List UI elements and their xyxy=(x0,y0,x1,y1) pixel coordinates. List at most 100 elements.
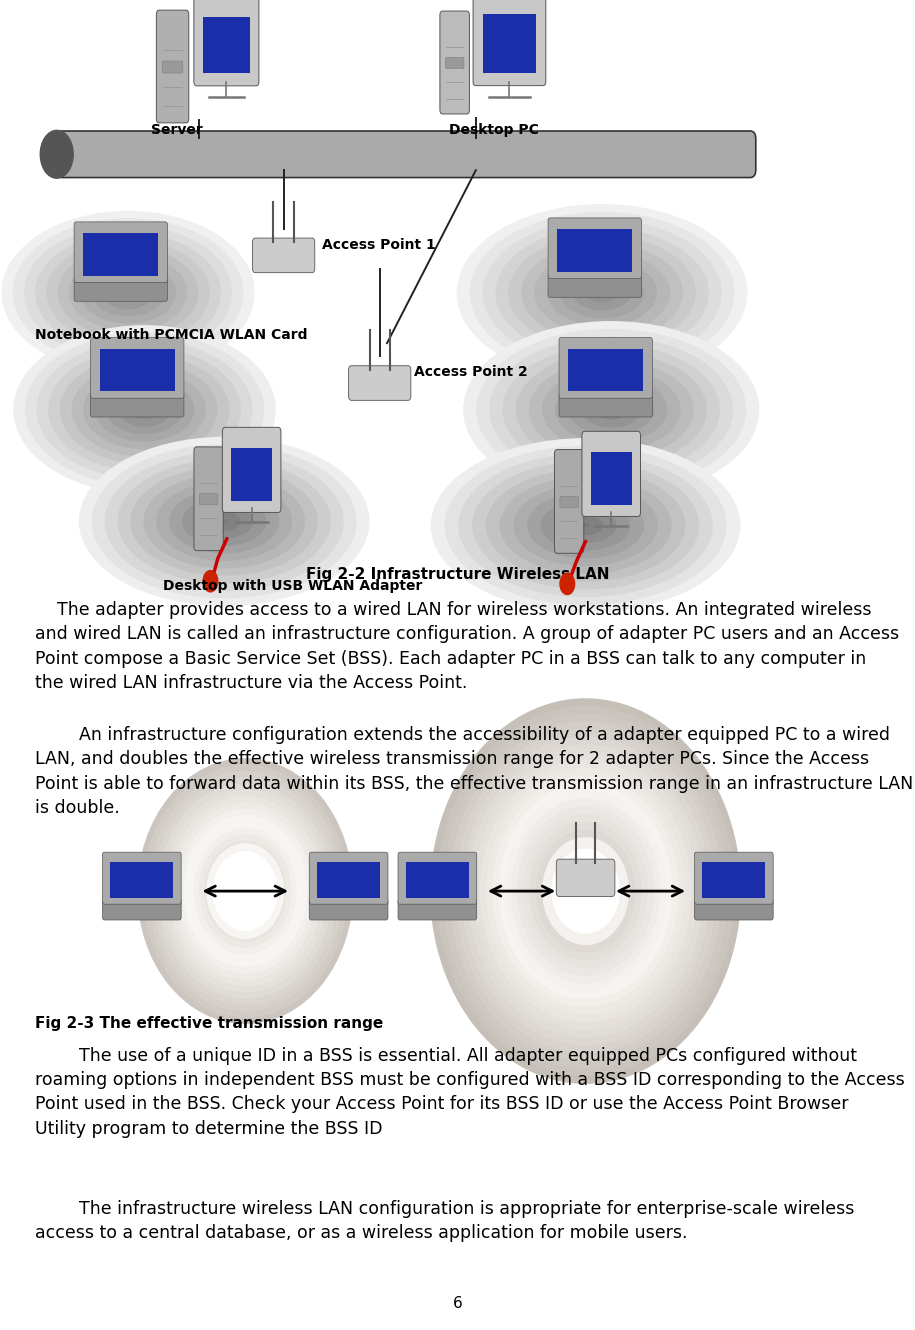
Circle shape xyxy=(203,571,218,592)
Ellipse shape xyxy=(79,436,370,606)
FancyBboxPatch shape xyxy=(349,366,411,400)
Text: The use of a unique ID in a BSS is essential. All adapter equipped PCs configure: The use of a unique ID in a BSS is essen… xyxy=(35,1047,905,1137)
Ellipse shape xyxy=(492,775,679,1007)
Ellipse shape xyxy=(529,360,694,459)
FancyBboxPatch shape xyxy=(162,61,183,73)
Bar xyxy=(100,348,175,391)
Circle shape xyxy=(560,573,575,595)
Ellipse shape xyxy=(157,783,333,999)
FancyBboxPatch shape xyxy=(440,11,469,114)
Ellipse shape xyxy=(221,519,228,524)
Ellipse shape xyxy=(552,849,619,934)
FancyBboxPatch shape xyxy=(57,130,756,177)
Ellipse shape xyxy=(104,452,344,591)
Ellipse shape xyxy=(573,875,598,907)
Text: An infrastructure configuration extends the accessibility of a adapter equipped : An infrastructure configuration extends … xyxy=(35,726,913,817)
Ellipse shape xyxy=(137,758,353,1024)
FancyBboxPatch shape xyxy=(102,899,181,920)
Ellipse shape xyxy=(143,765,348,1017)
Ellipse shape xyxy=(461,737,710,1045)
FancyBboxPatch shape xyxy=(548,273,641,298)
Ellipse shape xyxy=(561,861,610,922)
Ellipse shape xyxy=(463,321,759,499)
Ellipse shape xyxy=(156,481,292,561)
Ellipse shape xyxy=(486,469,685,581)
Ellipse shape xyxy=(508,235,696,350)
Ellipse shape xyxy=(24,225,232,360)
Ellipse shape xyxy=(214,853,276,930)
Ellipse shape xyxy=(536,830,635,952)
FancyBboxPatch shape xyxy=(556,859,615,896)
Ellipse shape xyxy=(595,399,628,420)
Bar xyxy=(318,862,380,898)
Ellipse shape xyxy=(476,329,747,491)
Text: Fig 2-3 The effective transmission range: Fig 2-3 The effective transmission range xyxy=(35,1016,383,1031)
Ellipse shape xyxy=(48,347,241,472)
Ellipse shape xyxy=(13,325,276,495)
Ellipse shape xyxy=(92,269,165,317)
FancyBboxPatch shape xyxy=(309,853,388,904)
Ellipse shape xyxy=(522,243,683,342)
FancyBboxPatch shape xyxy=(91,392,184,418)
Bar xyxy=(557,229,632,271)
FancyBboxPatch shape xyxy=(398,853,477,904)
Ellipse shape xyxy=(500,476,672,575)
Text: Access Point 1: Access Point 1 xyxy=(322,238,436,251)
Ellipse shape xyxy=(573,275,631,310)
Ellipse shape xyxy=(482,219,722,366)
Ellipse shape xyxy=(59,355,230,464)
Ellipse shape xyxy=(95,378,194,442)
Ellipse shape xyxy=(147,771,343,1011)
Ellipse shape xyxy=(555,376,667,443)
Ellipse shape xyxy=(511,798,661,984)
Bar xyxy=(703,862,765,898)
Ellipse shape xyxy=(130,400,159,419)
Ellipse shape xyxy=(168,797,322,986)
Ellipse shape xyxy=(495,227,709,358)
Ellipse shape xyxy=(542,837,630,946)
FancyBboxPatch shape xyxy=(559,338,652,398)
Ellipse shape xyxy=(83,370,206,450)
Ellipse shape xyxy=(542,368,681,451)
FancyBboxPatch shape xyxy=(309,899,388,920)
Ellipse shape xyxy=(153,777,338,1005)
Ellipse shape xyxy=(448,721,723,1061)
Ellipse shape xyxy=(35,233,221,352)
Text: Desktop with USB WLAN Adapter: Desktop with USB WLAN Adapter xyxy=(163,579,423,593)
FancyBboxPatch shape xyxy=(74,222,167,282)
Ellipse shape xyxy=(554,853,617,930)
Ellipse shape xyxy=(527,492,644,559)
Ellipse shape xyxy=(117,459,331,584)
Ellipse shape xyxy=(534,251,670,334)
Ellipse shape xyxy=(513,484,658,567)
Bar xyxy=(590,452,632,504)
Ellipse shape xyxy=(458,454,713,597)
Ellipse shape xyxy=(568,516,603,535)
Bar xyxy=(83,233,158,275)
Ellipse shape xyxy=(567,868,604,914)
Ellipse shape xyxy=(581,392,641,427)
Bar xyxy=(483,15,535,73)
Ellipse shape xyxy=(37,340,253,479)
Ellipse shape xyxy=(560,267,644,318)
FancyBboxPatch shape xyxy=(194,447,223,551)
Ellipse shape xyxy=(457,203,748,382)
Ellipse shape xyxy=(486,767,685,1015)
FancyBboxPatch shape xyxy=(694,853,773,904)
Ellipse shape xyxy=(240,884,251,898)
Ellipse shape xyxy=(598,290,606,295)
Ellipse shape xyxy=(579,883,592,899)
Ellipse shape xyxy=(204,841,286,942)
FancyBboxPatch shape xyxy=(473,0,545,85)
FancyBboxPatch shape xyxy=(91,338,184,398)
Ellipse shape xyxy=(474,753,697,1029)
Ellipse shape xyxy=(169,489,279,553)
Ellipse shape xyxy=(479,759,692,1023)
Ellipse shape xyxy=(58,247,199,338)
Ellipse shape xyxy=(13,218,243,367)
Bar xyxy=(568,348,643,391)
Ellipse shape xyxy=(213,851,277,931)
Text: The adapter provides access to a wired LAN for wireless workstations. An integra: The adapter provides access to a wired L… xyxy=(35,601,899,692)
Ellipse shape xyxy=(220,859,271,923)
Ellipse shape xyxy=(208,512,241,531)
